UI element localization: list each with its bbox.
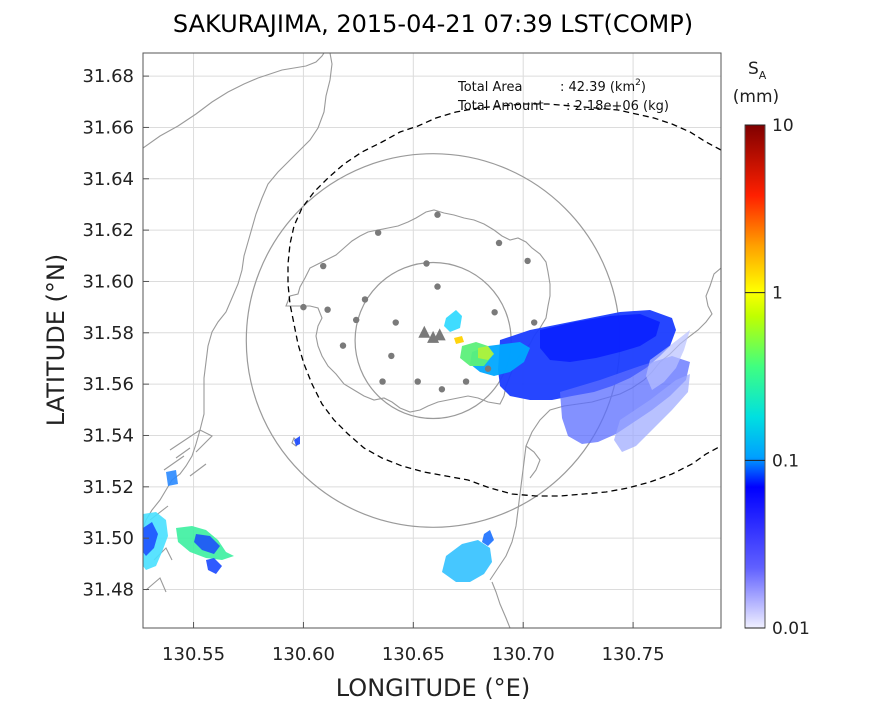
- stats-annotation: Total Area : 42.39 (km2) Total Amount : …: [457, 78, 669, 114]
- dashed-boundary: [287, 103, 721, 497]
- station-point: [484, 365, 492, 372]
- y-tick-label: 31.50: [82, 528, 134, 549]
- colorbar-symbol-sub: A: [759, 69, 767, 82]
- total-area-label: Total Area: [457, 80, 522, 95]
- x-tick-label: 130.55: [162, 644, 225, 665]
- summit-craters: [418, 325, 446, 343]
- x-axis-label: LONGITUDE (°E): [336, 674, 530, 702]
- colorbar-tick-label: 0.1: [772, 451, 799, 471]
- station-point: [524, 257, 531, 265]
- station-point: [392, 319, 399, 326]
- kagoshima-coast-north: [143, 53, 325, 149]
- x-tick-label: 130.75: [602, 644, 665, 665]
- station-point: [423, 260, 430, 267]
- total-area-unit-sup: 2: [635, 78, 641, 88]
- y-axis-label: LATITUDE (°N): [42, 254, 70, 426]
- y-tick-label: 31.58: [82, 323, 134, 344]
- station-point: [320, 262, 327, 270]
- station-point: [491, 309, 498, 316]
- kagoshima-coast-west: [143, 53, 333, 529]
- total-area-value: : 42.39 (km2): [560, 78, 646, 95]
- colorbar-tick-label: 10: [772, 116, 794, 136]
- colorbar-tick-label: 1: [772, 284, 783, 304]
- y-tick-label: 31.48: [82, 579, 134, 600]
- station-point: [530, 319, 538, 326]
- station-point: [361, 296, 369, 303]
- total-amount-label: Total Amount: [457, 99, 544, 114]
- station-point: [495, 239, 503, 247]
- colorbar-gradient: [744, 124, 766, 629]
- y-tick-label: 31.52: [82, 477, 134, 498]
- y-tick-label: 31.60: [82, 271, 134, 292]
- station-point: [379, 378, 386, 385]
- station-point: [462, 378, 470, 385]
- osumi-coast-south: [491, 445, 541, 628]
- x-tick-label: 130.70: [492, 644, 555, 665]
- station-point: [388, 352, 395, 360]
- station-point: [434, 283, 441, 290]
- station-point: [438, 386, 446, 393]
- colorbar: SA (mm) 10 1 0.1 0.01: [733, 59, 810, 639]
- y-tick-label: 31.68: [82, 66, 134, 87]
- colorbar-unit: (mm): [733, 87, 779, 107]
- station-point: [324, 306, 331, 313]
- station-point: [339, 342, 347, 349]
- x-tick-label: 130.60: [272, 644, 335, 665]
- x-axis-ticks: 130.55 130.60 130.65 130.70 130.75: [162, 622, 665, 665]
- chart-title: SAKURAJIMA, 2015-04-21 07:39 LST(COMP): [173, 10, 693, 38]
- colorbar-symbol: SA: [748, 59, 767, 82]
- observation-stations: [300, 211, 538, 393]
- y-tick-label: 31.56: [82, 374, 134, 395]
- station-point: [300, 303, 307, 311]
- y-tick-label: 31.62: [82, 220, 134, 241]
- station-point: [352, 316, 360, 324]
- station-point: [414, 378, 421, 385]
- x-tick-label: 130.65: [382, 644, 445, 665]
- harbor-structures: [145, 429, 213, 593]
- sakurajima-coastline: [285, 209, 551, 413]
- y-tick-label: 31.64: [82, 169, 134, 190]
- colorbar-tick-label: 0.01: [772, 619, 810, 639]
- colorbar-symbol-main: S: [748, 59, 759, 79]
- total-amount-value: : 2.18e+06 (kg): [566, 99, 669, 114]
- y-tick-label: 31.54: [82, 425, 134, 446]
- ash-deposit-shading: [143, 310, 690, 582]
- summit-triangle: [418, 325, 431, 338]
- summit-triangle: [433, 328, 446, 341]
- y-tick-label: 31.66: [82, 117, 134, 138]
- station-point: [434, 211, 441, 218]
- total-area-value-text: : 42.39 (km: [560, 80, 635, 95]
- plot-border: [142, 52, 722, 629]
- total-area-unit-close: ): [641, 80, 646, 95]
- station-point: [374, 229, 382, 236]
- colorbar-ticks: 10 1 0.1 0.01: [745, 116, 810, 639]
- y-axis-ticks: 31.68 31.66 31.64 31.62 31.60 31.58 31.56 31.54…: [82, 66, 149, 600]
